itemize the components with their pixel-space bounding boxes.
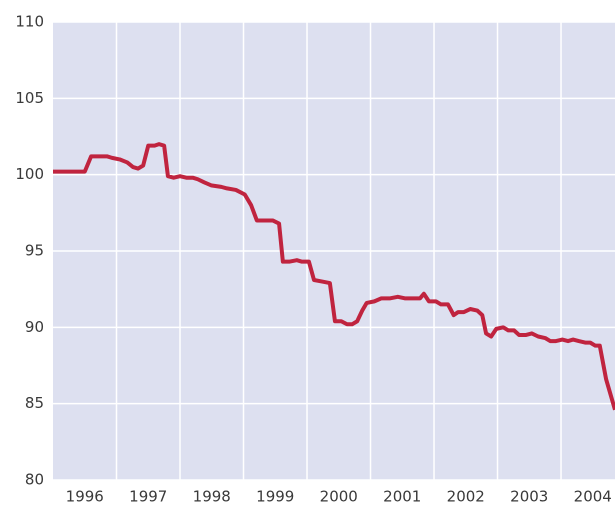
- x-tick-label: 2001: [383, 488, 421, 506]
- x-tick-label: 1997: [129, 488, 167, 506]
- x-tick-label: 1999: [256, 488, 294, 506]
- y-tick-label: 90: [25, 318, 44, 336]
- y-tick-label: 80: [25, 471, 44, 489]
- x-tick-label: 1998: [193, 488, 231, 506]
- x-tick-label: 2002: [447, 488, 485, 506]
- x-tick-label: 1996: [66, 488, 104, 506]
- y-tick-label: 95: [25, 242, 44, 260]
- line: [53, 142, 615, 411]
- y-tick-label: 110: [15, 13, 44, 31]
- x-tick-label: 2004: [574, 488, 612, 506]
- y-tick-label: 100: [15, 165, 44, 183]
- y-tick-label: 85: [25, 394, 44, 412]
- x-tick-label: 2003: [510, 488, 548, 506]
- y-tick-label: 105: [15, 89, 44, 107]
- x-tick-label: 2000: [320, 488, 358, 506]
